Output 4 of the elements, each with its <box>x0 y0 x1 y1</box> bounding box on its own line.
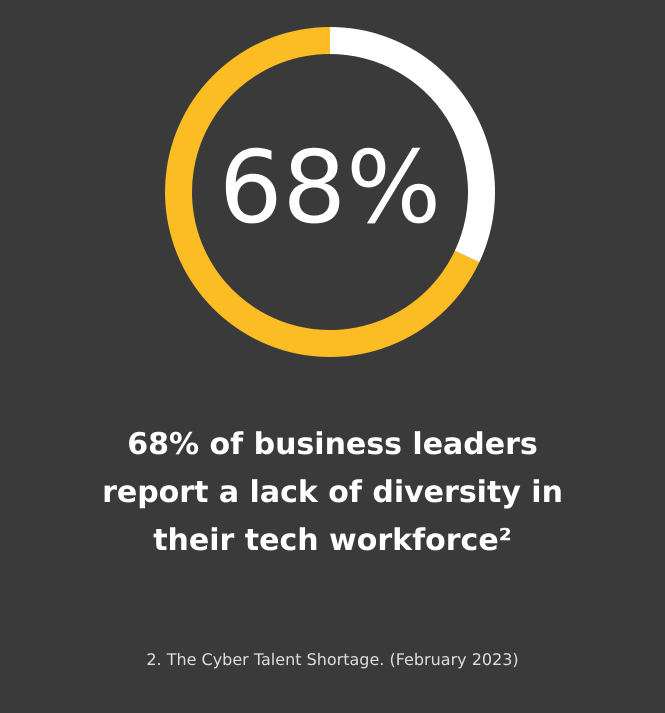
text: 2. The Cyber Talent Shortage. (February 2023) <box>146 650 519 669</box>
text: 68% of business leaders report a lack of diversity in their tech workforce² <box>102 427 563 558</box>
text: 68% <box>218 129 442 246</box>
donut-slice <box>165 27 480 357</box>
